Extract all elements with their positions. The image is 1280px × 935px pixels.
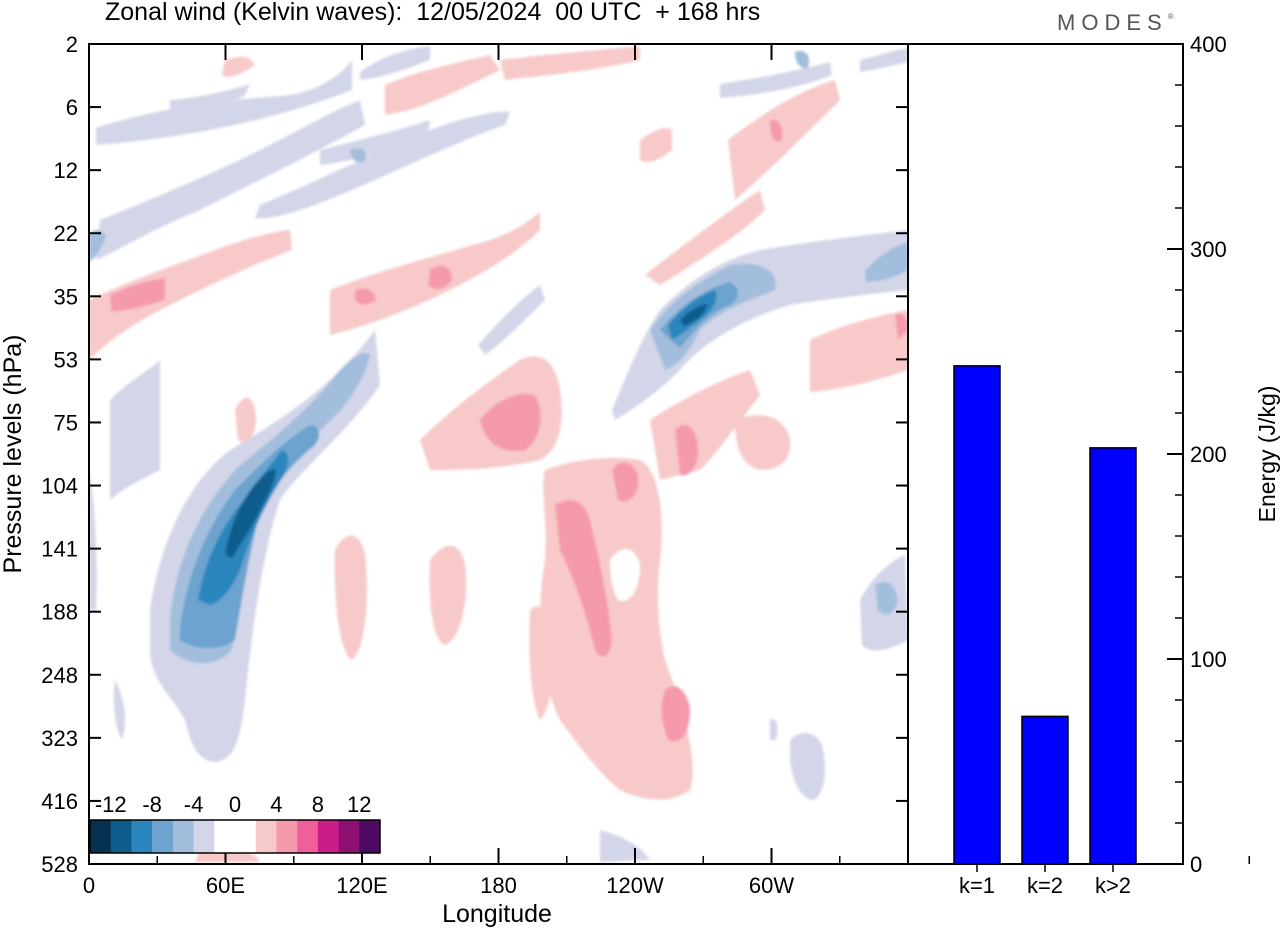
y-tick-label: 6 <box>66 95 78 120</box>
colorbar-swatch <box>276 820 298 853</box>
colorbar-swatch <box>214 820 236 853</box>
brand-logo: MODES® <box>1057 10 1174 36</box>
bar-category-label: k=1 <box>959 873 995 898</box>
chart-title: Zonal wind (Kelvin waves): 12/05/2024 00… <box>105 0 761 26</box>
x-tick-label: 120E <box>336 873 387 898</box>
bar-category-label: k=2 <box>1027 873 1063 898</box>
colorbar-swatch <box>338 820 360 853</box>
field-band <box>225 304 708 558</box>
colorbar-swatch <box>193 820 215 853</box>
colorbar-label: 0 <box>229 792 241 817</box>
colorbar-label: 12 <box>347 792 371 817</box>
colorbar: -12 -8 -4 0 4 8 12 <box>89 792 381 854</box>
energy-tick-label: 200 <box>1190 442 1227 467</box>
energy-bar <box>1089 447 1137 865</box>
y-tick-label: 188 <box>41 600 78 625</box>
colorbar-swatch <box>297 820 319 853</box>
colorbar-swatch <box>255 820 277 853</box>
field-band <box>110 119 908 742</box>
colorbar-swatch <box>172 820 194 853</box>
y-tick-label: 35 <box>54 284 78 309</box>
x-tick-label: 120W <box>606 873 664 898</box>
brand-registered-mark: ® <box>1167 12 1174 21</box>
y-tick-label: 22 <box>54 221 78 246</box>
y-tick-label: 104 <box>41 474 78 499</box>
colorbar-swatch <box>110 820 132 853</box>
energy-tick-label: 300 <box>1190 237 1227 262</box>
colorbar-label: -4 <box>184 792 204 817</box>
y-tick-label: 2 <box>66 32 78 57</box>
colorbar-label: -12 <box>95 792 127 817</box>
colorbar-label: 4 <box>270 792 282 817</box>
energy-bar <box>953 365 1001 865</box>
wind-field <box>89 46 908 862</box>
bar-category-label: k>2 <box>1095 873 1131 898</box>
colorbar-swatch <box>152 820 174 853</box>
x-tick-label: 0 <box>83 873 95 898</box>
energy-axis-label: Energy (J/kg) <box>1254 386 1280 523</box>
y-tick-label: 53 <box>54 347 78 372</box>
y-tick-label: 141 <box>41 537 78 562</box>
colorbar-swatch <box>359 820 381 853</box>
colorbar-frame <box>89 819 381 854</box>
colorbar-swatch <box>235 820 257 853</box>
x-tick-label: 60E <box>206 873 245 898</box>
colorbar-swatch <box>90 820 112 853</box>
energy-tick-label: 400 <box>1190 32 1227 57</box>
energy-tick-label: 0 <box>1190 852 1202 877</box>
y-tick-label: 12 <box>54 158 78 183</box>
y-tick-label: 416 <box>41 789 78 814</box>
y-tick-label: 75 <box>54 410 78 435</box>
colorbar-label: 8 <box>312 792 324 817</box>
x-tick-label: 60W <box>749 873 794 898</box>
colorbar-swatch <box>131 820 153 853</box>
y-tick-label: 528 <box>41 852 78 877</box>
y-tick-label: 248 <box>41 663 78 688</box>
x-tick-label: 180 <box>480 873 517 898</box>
energy-bar <box>1021 715 1069 865</box>
y-tick-label: 323 <box>41 726 78 751</box>
y-axis-label: Pressure levels (hPa) <box>0 335 27 574</box>
colorbar-swatch <box>317 820 339 853</box>
energy-tick-label: 100 <box>1190 647 1227 672</box>
brand-name: MODES <box>1057 10 1168 35</box>
x-axis-label: Longitude <box>442 900 552 928</box>
colorbar-label: -8 <box>142 792 162 817</box>
